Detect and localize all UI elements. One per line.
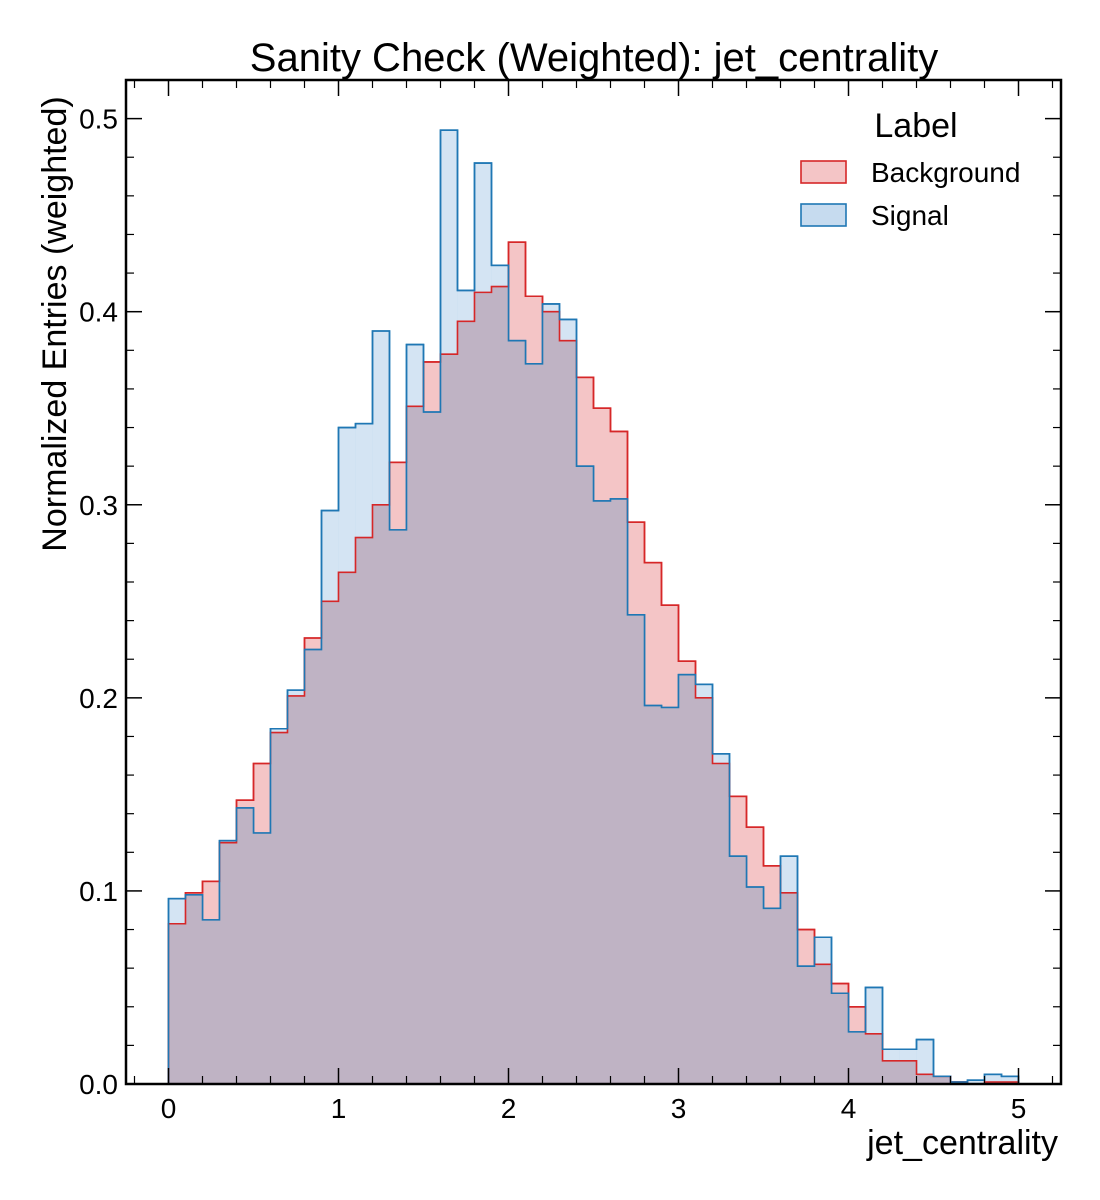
overlap-bar-44	[916, 1074, 934, 1084]
overlap-bar-45	[933, 1076, 951, 1084]
overlap-bar-20	[508, 340, 526, 1085]
overlap-bar-22	[542, 311, 560, 1084]
y-tick-label: 0.5	[79, 104, 118, 135]
overlap-bar-18	[474, 292, 492, 1084]
overlap-bar-40	[848, 1031, 866, 1084]
legend-title: Label	[874, 107, 957, 145]
x-tick-label: 3	[671, 1093, 687, 1124]
overlap-bar-14	[406, 406, 424, 1084]
plot-frame	[124, 78, 1063, 1086]
overlap-bar-21	[525, 363, 543, 1084]
overlap-bar-23	[559, 340, 577, 1085]
overlap-bar-42	[882, 1060, 900, 1084]
overlap-bar-35	[763, 908, 781, 1084]
bar-signal-49	[1001, 1076, 1019, 1084]
bar-signal-47	[967, 1080, 985, 1084]
axis-ticks: 0 1 2 3 4 5 0.0 0.1 0.2 0.3 0.4 0.5	[79, 79, 1061, 1124]
overlap-bar-24	[576, 466, 594, 1085]
x-tick-label: 1	[331, 1093, 347, 1124]
overlap-bar-2	[202, 919, 220, 1084]
overlap-bar-41	[865, 1033, 883, 1084]
overlap-bar-11	[355, 537, 373, 1084]
y-tick-label: 0.2	[79, 683, 118, 714]
x-tick-label: 0	[161, 1093, 177, 1124]
overlap-bar-3	[219, 842, 237, 1084]
overlap-bar-33	[729, 856, 747, 1084]
overlap-bar-9	[321, 601, 339, 1084]
overlap-bar-43	[899, 1060, 917, 1084]
x-tick-label: 2	[501, 1093, 517, 1124]
overlap-bar-28	[644, 705, 662, 1084]
overlap-bar-36	[780, 892, 798, 1084]
overlap-bar-19	[491, 286, 509, 1085]
overlap-bar-27	[627, 614, 645, 1084]
bar-signal-44	[916, 1039, 934, 1084]
overlap-bar-10	[338, 572, 356, 1084]
x-axis-label: jet_centrality	[866, 1124, 1058, 1162]
x-tick-label: 4	[841, 1093, 857, 1124]
overlap-bar-16	[440, 354, 458, 1085]
overlap-bar-8	[304, 649, 322, 1084]
y-tick-label: 0.4	[79, 297, 118, 328]
overlap-bar-17	[457, 321, 475, 1084]
overlap-bar-37	[797, 966, 815, 1084]
overlap-bar-6	[270, 732, 288, 1084]
x-tick-label: 5	[1011, 1093, 1027, 1124]
chart-title: Sanity Check (Weighted): jet_centrality	[250, 36, 938, 80]
legend-label-signal: Signal	[871, 200, 949, 231]
overlap-bar-32	[712, 763, 730, 1084]
overlap-bar-38	[814, 964, 832, 1084]
step-line-signal	[167, 129, 1020, 1084]
y-tick-label: 0.1	[79, 876, 118, 907]
overlap-bar-39	[831, 993, 849, 1084]
y-tick-label: 0.3	[79, 490, 118, 521]
legend: Label Background Signal	[800, 107, 1020, 231]
overlap-bar-25	[593, 500, 611, 1084]
overlap-bar-5	[253, 833, 271, 1084]
legend-label-background: Background	[871, 157, 1020, 188]
y-tick-label: 0.0	[79, 1069, 118, 1100]
y-axis-label: Normalized Entries (weighted)	[36, 96, 74, 551]
series-layer	[167, 129, 1020, 1085]
overlap-bar-0	[168, 923, 186, 1084]
overlap-bar-26	[610, 498, 628, 1084]
legend-swatch-background	[800, 160, 847, 184]
overlap-bar-15	[423, 412, 441, 1085]
overlap-region	[168, 286, 1019, 1085]
overlap-bar-29	[661, 707, 679, 1084]
overlap-bar-7	[287, 695, 305, 1084]
bar-signal-48	[984, 1074, 1002, 1084]
overlap-bar-12	[372, 504, 390, 1084]
overlap-bar-1	[185, 894, 203, 1084]
overlap-bar-13	[389, 529, 407, 1084]
overlap-bar-34	[746, 887, 764, 1084]
legend-swatch-signal	[800, 203, 847, 227]
overlap-bar-31	[695, 697, 713, 1084]
overlap-bar-30	[678, 674, 696, 1084]
overlap-bar-4	[236, 807, 254, 1084]
